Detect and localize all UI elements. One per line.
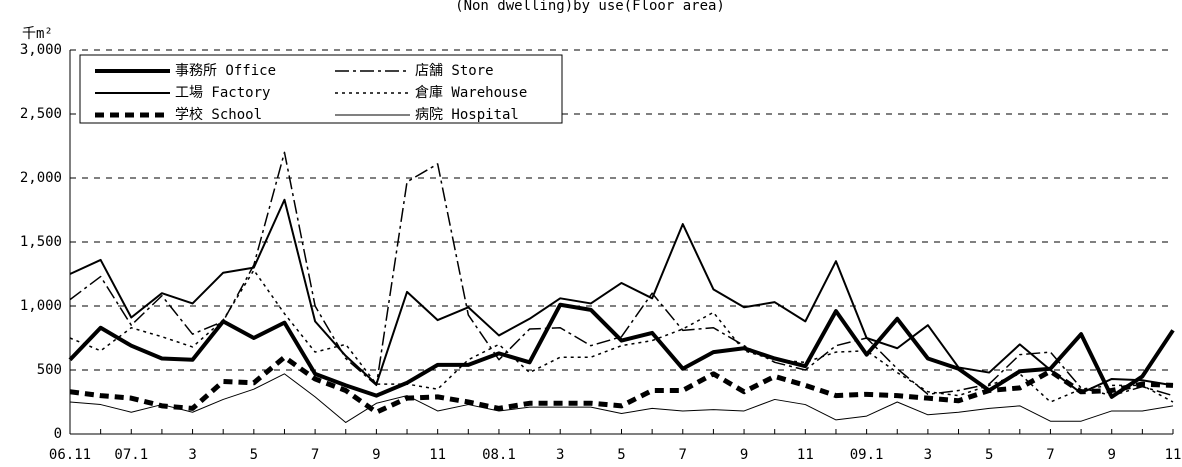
legend-box xyxy=(79,54,563,124)
x-tick-label: 08.1 xyxy=(482,447,516,463)
x-tick-label: 11 xyxy=(797,447,814,463)
series-line xyxy=(69,354,1174,415)
x-tick-label: 5 xyxy=(985,447,993,463)
series-line xyxy=(69,373,1174,423)
x-tick-label: 7 xyxy=(311,447,319,463)
x-tick-label: 9 xyxy=(372,447,380,463)
y-tick-label: 3,000 xyxy=(20,42,62,58)
y-tick-label: 2,000 xyxy=(20,170,62,186)
y-axis-label: 千m² xyxy=(22,26,53,42)
x-tick-label: 06.11 xyxy=(49,447,91,463)
legend-label: 店舗 Store xyxy=(415,63,494,79)
x-tick-label: 5 xyxy=(250,447,258,463)
x-tick-label: 7 xyxy=(679,447,687,463)
x-tick-label: 3 xyxy=(556,447,564,463)
legend-label: 学校 School xyxy=(175,106,262,123)
x-tick-label: 11 xyxy=(1165,447,1182,463)
legend-label: 事務所 Office xyxy=(175,63,276,79)
y-tick-label: 0 xyxy=(54,426,62,442)
y-tick-label: 1,000 xyxy=(20,298,62,314)
x-tick-label: 09.1 xyxy=(850,447,884,463)
series-line xyxy=(68,302,1175,399)
x-tick-label: 3 xyxy=(188,447,196,463)
series-line xyxy=(69,151,1174,397)
x-tick-label: 9 xyxy=(740,447,748,463)
y-tick-label: 2,500 xyxy=(20,106,62,122)
series-line xyxy=(69,269,1174,403)
y-tick-label: 500 xyxy=(37,362,62,378)
x-tick-label: 5 xyxy=(617,447,625,463)
x-tick-label: 3 xyxy=(924,447,932,463)
y-tick-label: 1,500 xyxy=(20,234,62,250)
legend-label: 工場 Factory xyxy=(175,85,270,101)
legend-label: 倉庫 Warehouse xyxy=(415,84,527,101)
x-tick-label: 07.1 xyxy=(114,447,148,463)
legend-label: 病院 Hospital xyxy=(415,107,519,123)
x-tick-label: 7 xyxy=(1046,447,1054,463)
chart-title: (Non dwelling)by use(Floor area) xyxy=(455,0,725,14)
x-tick-label: 11 xyxy=(429,447,446,463)
x-tick-label: 9 xyxy=(1108,447,1116,463)
series-line xyxy=(69,198,1174,395)
